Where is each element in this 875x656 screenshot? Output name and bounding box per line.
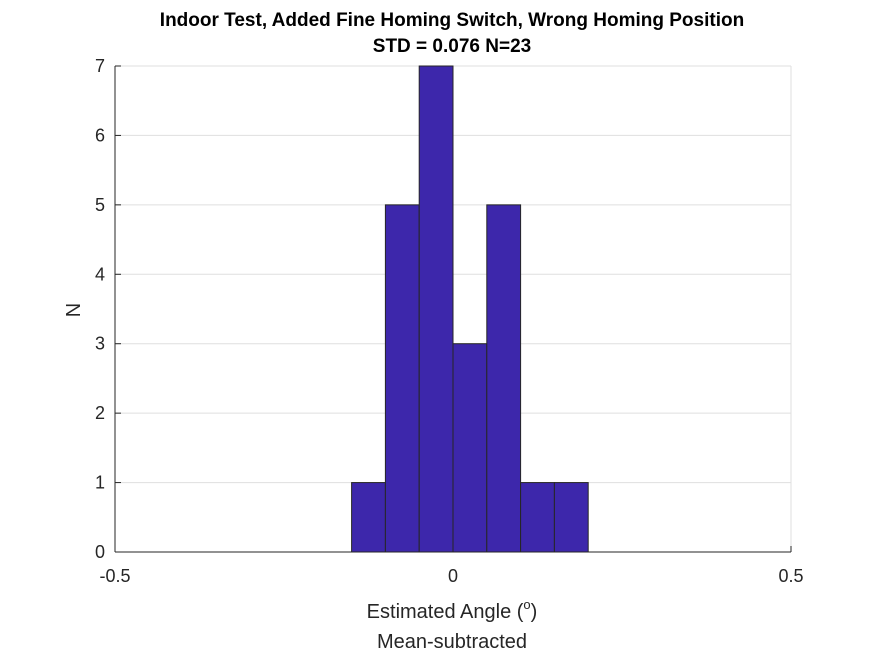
histogram-bar (520, 482, 555, 553)
x-tick-label: -0.5 (99, 566, 130, 586)
histogram-bar (486, 204, 522, 553)
histogram-bar (452, 343, 488, 553)
y-tick-label: 1 (95, 473, 105, 493)
y-tick-label: 0 (95, 542, 105, 562)
y-tick-label: 2 (95, 403, 105, 423)
x-axis-label-superscript: o (523, 597, 530, 612)
x-axis-label-suffix: ) (531, 601, 538, 623)
y-tick-label: 7 (95, 56, 105, 76)
y-tick-label: 4 (95, 264, 105, 284)
y-tick-label: 5 (95, 195, 105, 215)
tick-labels: 0 1 2 3 4 5 6 7 -0.5 0 0.5 (95, 56, 804, 586)
chart-title: Indoor Test, Added Fine Homing Switch, W… (160, 10, 744, 31)
x-axis-label-main: Estimated Angle ( (367, 601, 524, 623)
histogram-bar (553, 482, 589, 553)
histogram-bar (418, 65, 454, 553)
x-tick-label: 0 (448, 566, 458, 586)
histogram-bar (351, 482, 386, 553)
axes (114, 65, 792, 553)
histogram-bar (384, 204, 420, 553)
chart-subtitle: STD = 0.076 N=23 (373, 36, 531, 57)
x-axis-label-line2: Mean-subtracted (377, 631, 527, 653)
x-axis-label: Estimated Angle (o) (367, 597, 538, 623)
y-tick-label: 3 (95, 334, 105, 354)
y-tick-label: 6 (95, 125, 105, 145)
x-tick-label: 0.5 (778, 566, 803, 586)
histogram-bars (351, 65, 589, 553)
y-axis-label: N (63, 303, 85, 317)
